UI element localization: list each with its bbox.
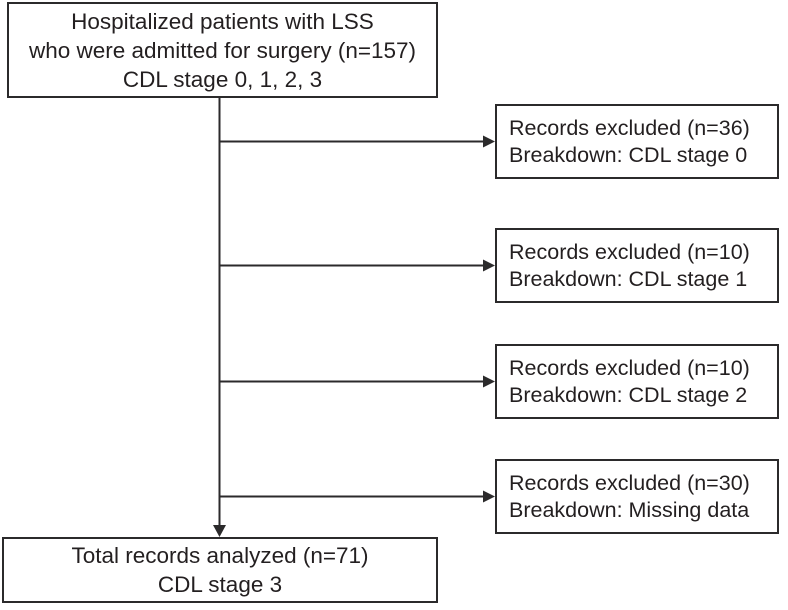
exclusion-node-stage-1: Records excluded (n=10) Breakdown: CDL s… <box>495 228 779 303</box>
result-node-line: Total records analyzed (n=71) <box>71 543 369 568</box>
exclusion-node-stage-2: Records excluded (n=10) Breakdown: CDL s… <box>495 344 779 419</box>
right-arrowhead-icon <box>483 135 495 148</box>
exclusion-node-line: Breakdown: CDL stage 1 <box>509 266 748 291</box>
right-arrowhead-icon <box>483 259 495 272</box>
result-node-line: CDL stage 3 <box>157 572 283 597</box>
source-node-line: Hospitalized patients with LSS <box>71 8 374 34</box>
source-node-line: CDL stage 0, 1, 2, 3 <box>122 66 323 92</box>
right-arrowhead-icon <box>483 375 495 388</box>
exclusion-node-line: Breakdown: CDL stage 0 <box>509 142 748 167</box>
exclusion-node-line: Breakdown: CDL stage 2 <box>509 382 748 407</box>
exclusion-node-line: Records excluded (n=36) <box>509 115 750 140</box>
exclusion-node-line: Records excluded (n=10) <box>509 355 750 380</box>
source-node: Hospitalized patients with LSS who were … <box>7 2 438 98</box>
exclusion-node-stage-0: Records excluded (n=36) Breakdown: CDL s… <box>495 104 779 179</box>
exclusion-node-line: Breakdown: Missing data <box>509 497 750 522</box>
exclusion-node-line: Records excluded (n=30) <box>509 470 750 495</box>
right-arrowhead-icon <box>483 490 495 503</box>
result-node: Total records analyzed (n=71) CDL stage … <box>2 537 438 603</box>
exclusion-node-missing-data: Records excluded (n=30) Breakdown: Missi… <box>495 459 779 534</box>
down-arrowhead-icon <box>213 525 226 537</box>
source-node-line: who were admitted for surgery (n=157) <box>28 37 417 63</box>
exclusion-node-line: Records excluded (n=10) <box>509 239 750 264</box>
